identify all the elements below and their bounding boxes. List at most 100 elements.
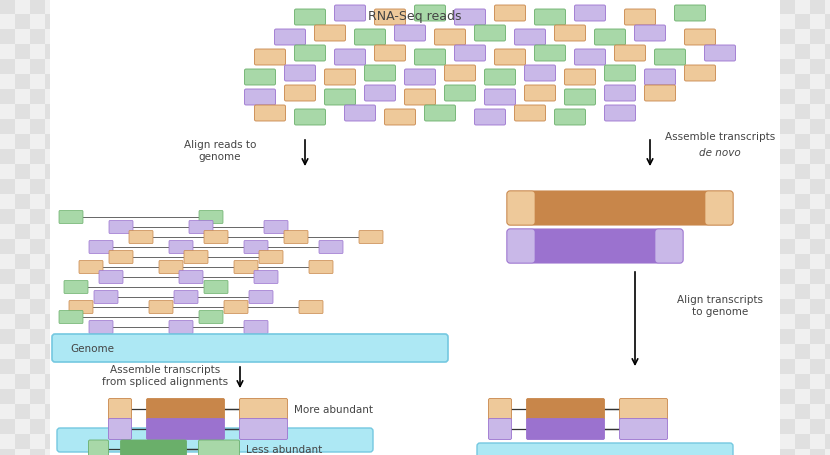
Bar [480, 359, 495, 374]
Bar [300, 239, 315, 254]
Bar [45, 180, 60, 195]
Bar [30, 299, 45, 314]
Bar [330, 30, 345, 45]
Bar [105, 449, 120, 455]
Bar [300, 195, 315, 210]
Bar [555, 389, 570, 404]
Bar [225, 404, 240, 419]
Bar [30, 389, 45, 404]
Bar [720, 105, 735, 120]
Bar [825, 329, 830, 344]
Bar [750, 30, 765, 45]
Bar [510, 105, 525, 120]
Bar [750, 449, 765, 455]
Bar [165, 60, 180, 75]
Bar [180, 329, 195, 344]
Bar [705, 329, 720, 344]
Bar [345, 344, 360, 359]
Bar [210, 90, 225, 105]
Bar [570, 90, 585, 105]
FancyBboxPatch shape [655, 50, 686, 66]
Bar [75, 329, 90, 344]
Bar [240, 284, 255, 299]
Bar [540, 284, 555, 299]
Bar [315, 30, 330, 45]
Bar [0, 374, 15, 389]
Bar [585, 419, 600, 434]
Bar [165, 195, 180, 210]
Bar [405, 120, 420, 135]
Bar [15, 105, 30, 120]
Bar [495, 284, 510, 299]
Bar [90, 135, 105, 150]
Bar [435, 0, 450, 15]
Bar [465, 105, 480, 120]
Bar [645, 284, 660, 299]
Bar [120, 329, 135, 344]
Bar [405, 30, 420, 45]
Bar [585, 90, 600, 105]
FancyBboxPatch shape [445, 86, 476, 102]
Bar [525, 284, 540, 299]
Bar [135, 419, 150, 434]
Bar [375, 449, 390, 455]
Bar [270, 75, 285, 90]
FancyBboxPatch shape [255, 106, 286, 122]
Bar [825, 180, 830, 195]
Bar [60, 404, 75, 419]
Bar [660, 404, 675, 419]
Bar [345, 210, 360, 224]
Bar [630, 239, 645, 254]
Bar [630, 254, 645, 269]
Bar [525, 0, 540, 15]
Bar [120, 224, 135, 239]
Bar [675, 180, 690, 195]
Bar [540, 224, 555, 239]
Bar [660, 105, 675, 120]
Bar [75, 105, 90, 120]
Bar [450, 449, 465, 455]
Bar [105, 180, 120, 195]
Bar [645, 359, 660, 374]
Bar [240, 135, 255, 150]
Bar [825, 419, 830, 434]
Bar [345, 239, 360, 254]
Bar [645, 299, 660, 314]
Bar [30, 90, 45, 105]
Bar [75, 314, 90, 329]
Bar [255, 389, 270, 404]
Bar [390, 30, 405, 45]
Bar [480, 210, 495, 224]
Bar [465, 150, 480, 165]
Bar [225, 210, 240, 224]
Bar [150, 75, 165, 90]
Bar [210, 344, 225, 359]
Text: Align reads to
genome: Align reads to genome [183, 140, 256, 161]
Bar [60, 254, 75, 269]
Bar [690, 210, 705, 224]
FancyBboxPatch shape [489, 419, 511, 440]
Bar [660, 60, 675, 75]
Bar [255, 404, 270, 419]
Bar [240, 314, 255, 329]
Bar [225, 75, 240, 90]
Bar [105, 195, 120, 210]
Bar [105, 404, 120, 419]
Bar [465, 404, 480, 419]
Bar [60, 329, 75, 344]
Bar [540, 90, 555, 105]
Bar [600, 180, 615, 195]
Bar [180, 90, 195, 105]
FancyBboxPatch shape [554, 110, 585, 126]
Bar [795, 105, 810, 120]
Bar [810, 404, 825, 419]
Bar [300, 434, 315, 449]
Bar [15, 75, 30, 90]
Bar [120, 105, 135, 120]
Bar [255, 150, 270, 165]
FancyBboxPatch shape [169, 241, 193, 254]
Bar [720, 210, 735, 224]
Bar [345, 90, 360, 105]
Bar [135, 15, 150, 30]
Bar [225, 0, 240, 15]
